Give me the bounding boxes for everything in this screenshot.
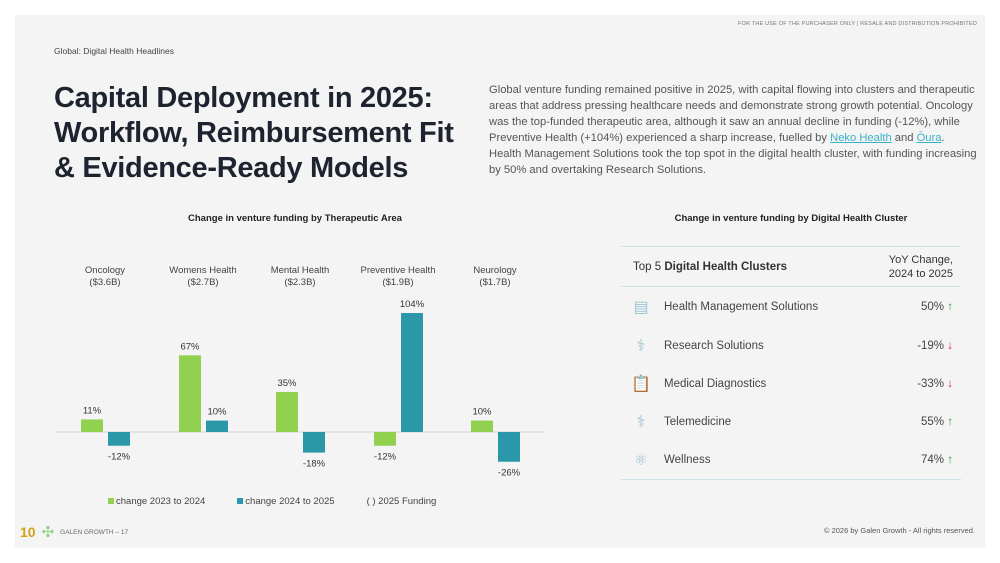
table-title: Change in venture funding by Digital Hea… bbox=[674, 213, 908, 224]
yoy-value: -19% ↓ bbox=[917, 340, 953, 352]
clipboard-icon: 📋 bbox=[631, 376, 651, 393]
neko-health-link[interactable]: Neko Health bbox=[830, 132, 892, 144]
footer-brand: 10 ✣ GALEN GROWTH – 17 bbox=[20, 523, 128, 541]
funding-label: ($2.7B) bbox=[187, 277, 218, 288]
arrow-down-icon: ↓ bbox=[947, 378, 953, 390]
legend-item: change 2023 to 2024 bbox=[108, 496, 205, 507]
data-label: 10% bbox=[207, 407, 227, 418]
usage-notice: FOR THE USE OF THE PURCHASER ONLY | RESA… bbox=[737, 21, 977, 27]
data-label: 11% bbox=[83, 405, 102, 416]
data-label: 35% bbox=[277, 378, 297, 389]
syringe-icon: ⚕ bbox=[636, 338, 646, 355]
intro-text: and bbox=[891, 132, 917, 144]
bar-2024-2025 bbox=[498, 432, 520, 462]
table-header: Top 5 Digital Health Clusters YoY Change… bbox=[621, 246, 961, 287]
category-label: Oncology bbox=[85, 265, 125, 276]
table-row: ⚕ Research Solutions -19% ↓ bbox=[621, 327, 961, 365]
data-label: 67% bbox=[180, 341, 200, 352]
data-label: -12% bbox=[108, 452, 131, 463]
table-row: ⚛ Wellness 74% ↑ bbox=[621, 441, 961, 479]
brand-page-number: GALEN GROWTH – 17 bbox=[60, 528, 129, 536]
galen-growth-logo-icon: ✣ bbox=[41, 524, 55, 541]
atom-icon: ⚛ bbox=[633, 452, 649, 469]
bar-2023-2024 bbox=[81, 419, 103, 432]
data-label: -26% bbox=[498, 468, 521, 479]
header-right: YoY Change, 2024 to 2025 bbox=[888, 253, 953, 280]
dashboard-icon: ▤ bbox=[633, 299, 649, 316]
funding-label: ($3.6B) bbox=[89, 277, 120, 288]
bar-2023-2024 bbox=[276, 391, 298, 432]
chart-legend: change 2023 to 2024 change 2024 to 2025 … bbox=[108, 496, 436, 507]
cluster-name: Wellness bbox=[664, 454, 711, 466]
funding-label: ($1.9B) bbox=[382, 277, 413, 288]
table-row: ▤ Health Management Solutions 50% ↑ bbox=[621, 287, 961, 327]
category-label: Neurology bbox=[473, 265, 517, 276]
yoy-value: 55% ↑ bbox=[921, 416, 953, 428]
chart-title: Change in venture funding by Therapeutic… bbox=[188, 213, 402, 224]
bar-2024-2025 bbox=[401, 313, 423, 432]
bar-2023-2024 bbox=[374, 432, 396, 446]
arrow-up-icon: ↑ bbox=[947, 454, 953, 466]
yoy-value: -33% ↓ bbox=[917, 378, 953, 390]
funding-label: ($1.7B) bbox=[479, 277, 510, 288]
page-title: Capital Deployment in 2025: Workflow, Re… bbox=[54, 82, 454, 184]
funding-label: ($2.3B) bbox=[284, 277, 315, 288]
category-label: Womens Health bbox=[169, 265, 236, 276]
intro-text: . Health Management Solutions took the t… bbox=[489, 132, 977, 176]
data-label: 10% bbox=[472, 407, 492, 418]
table-row: ⚕ Telemedicine 55% ↑ bbox=[621, 403, 961, 441]
intro-paragraph: Global venture funding remained positive… bbox=[489, 82, 979, 178]
yoy-value: 50% ↑ bbox=[921, 301, 953, 313]
cluster-name: Telemedicine bbox=[664, 416, 732, 428]
bar-2023-2024 bbox=[179, 355, 201, 432]
header-left: Top 5 Digital Health Clusters bbox=[633, 260, 788, 273]
bar-chart: Oncology($3.6B) 11% -12% Womens Health($2.7… bbox=[55, 265, 545, 479]
anniversary-logo: 10 bbox=[20, 524, 36, 540]
oura-link[interactable]: Ōura bbox=[916, 132, 942, 144]
arrow-up-icon: ↑ bbox=[947, 301, 953, 313]
stethoscope-icon: ⚕ bbox=[636, 414, 646, 431]
arrow-down-icon: ↓ bbox=[947, 340, 953, 352]
arrow-up-icon: ↑ bbox=[947, 416, 953, 428]
legend-note: ( ) 2025 Funding bbox=[366, 496, 437, 507]
category-label: Preventive Health bbox=[361, 265, 436, 276]
legend-item: change 2024 to 2025 bbox=[237, 496, 335, 507]
category-label: Mental Health bbox=[271, 265, 330, 276]
cluster-table: Top 5 Digital Health Clusters YoY Change… bbox=[621, 246, 961, 480]
breadcrumb: Global: Digital Health Headlines bbox=[54, 46, 175, 56]
table-row: 📋 Medical Diagnostics -33% ↓ bbox=[621, 365, 961, 403]
cluster-name: Health Management Solutions bbox=[664, 301, 819, 313]
bar-2024-2025 bbox=[206, 420, 228, 432]
table-bottom-rule bbox=[621, 479, 961, 480]
copyright: © 2026 by Galen Growth - All rights rese… bbox=[823, 526, 975, 535]
intro-text: Global venture funding remained positive… bbox=[489, 84, 975, 144]
data-label: -18% bbox=[303, 459, 326, 470]
bar-2024-2025 bbox=[303, 432, 325, 453]
data-label: 104% bbox=[400, 299, 425, 310]
cluster-name: Research Solutions bbox=[664, 340, 764, 352]
bar-2023-2024 bbox=[471, 420, 493, 432]
yoy-value: 74% ↑ bbox=[921, 454, 953, 466]
bar-2024-2025 bbox=[108, 432, 130, 446]
slide: FOR THE USE OF THE PURCHASER ONLY | RESA… bbox=[15, 15, 985, 548]
data-label: -12% bbox=[374, 452, 397, 463]
cluster-name: Medical Diagnostics bbox=[664, 378, 767, 390]
